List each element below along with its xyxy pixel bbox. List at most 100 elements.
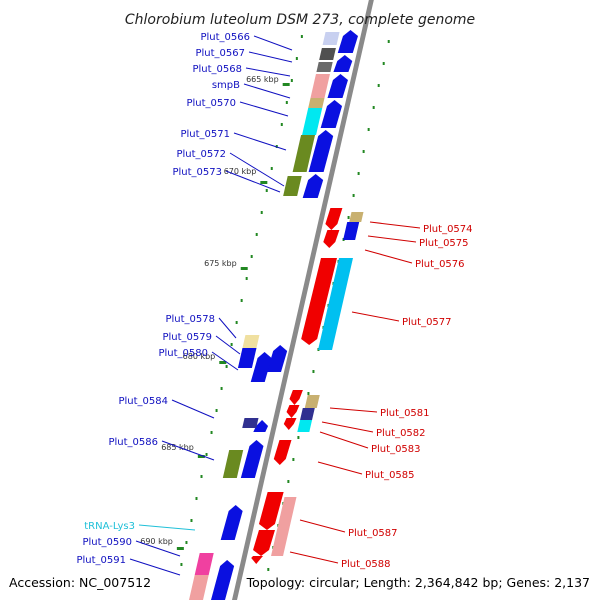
- ring-dot: [297, 436, 300, 439]
- leader-line: [321, 421, 374, 433]
- class-block-11: [222, 450, 244, 478]
- gene-label: Plut_0567: [195, 48, 245, 59]
- gene-label: Plut_0579: [162, 332, 212, 343]
- reverse-class-block-6: [276, 497, 297, 530]
- gene-label: Plut_0571: [180, 129, 230, 140]
- tick-mark: [240, 267, 248, 270]
- class-block-3: [310, 74, 330, 98]
- tick-label: 665 kbp: [246, 75, 279, 84]
- gene-label: Plut_0582: [376, 428, 426, 439]
- ring-dot: [347, 216, 350, 219]
- gene-label: Plut_0578: [165, 314, 215, 325]
- leader-line: [317, 461, 363, 475]
- ring-dot: [372, 106, 375, 109]
- ring-dot: [267, 568, 270, 571]
- leader-line: [369, 221, 421, 229]
- leader-line: [171, 399, 215, 419]
- leader-line: [129, 558, 181, 576]
- gene-label: Plut_0588: [341, 559, 391, 570]
- ring-dot: [300, 35, 303, 38]
- tick-layer: 665 kbp 670 kbp 675 kbp 680 kbp 685 kbp 690 k…: [140, 75, 290, 550]
- leader-line: [253, 35, 293, 51]
- ring-dot: [290, 79, 293, 82]
- ring-dot: [352, 194, 355, 197]
- ring-dot: [295, 57, 298, 60]
- ring-dot: [180, 563, 183, 566]
- gene-label: Plut_0568: [192, 64, 242, 75]
- reverse-cds-5: [283, 418, 297, 430]
- forward-cds-7: [250, 352, 272, 382]
- reverse-cds-8: [253, 530, 275, 556]
- leader-line: [364, 249, 413, 264]
- gene-label: Plut_0590: [82, 537, 132, 548]
- ring-dot: [287, 480, 290, 483]
- forward-cds-2: [327, 74, 348, 98]
- leader-line: [329, 407, 378, 413]
- ring-dot: [292, 458, 295, 461]
- ring-dot: [357, 172, 360, 175]
- ring-dot: [280, 123, 283, 126]
- gene-label: Plut_0580: [158, 348, 208, 359]
- reverse-class-block-5: [297, 420, 313, 432]
- ring-dot: [235, 321, 238, 324]
- tick-mark: [219, 361, 227, 364]
- feature-layer: [180, 0, 390, 600]
- reverse-cds-9: [251, 556, 264, 564]
- ring-dot: [190, 519, 193, 522]
- class-block-5: [302, 108, 323, 135]
- leader-line: [299, 519, 346, 533]
- reverse-class-block-0: [349, 212, 364, 222]
- gene-label: Plut_0570: [186, 98, 236, 109]
- gene-label: Plut_0575: [419, 238, 469, 249]
- leader-line: [138, 524, 196, 531]
- forward-cds-6: [267, 345, 288, 372]
- forward-cds-4: [308, 130, 334, 172]
- class-block-12: [194, 553, 214, 575]
- ring-dot: [312, 370, 315, 373]
- class-block-10: [242, 418, 259, 428]
- ring-dot: [382, 62, 385, 65]
- gene-label: Plut_0583: [371, 444, 421, 455]
- reverse-cds-0: [325, 208, 343, 230]
- ring-dot: [265, 189, 268, 192]
- gene-label: Plut_0585: [365, 470, 415, 481]
- class-block-4: [308, 98, 325, 108]
- ring-dot: [250, 255, 253, 258]
- reverse-cds-6: [273, 440, 292, 465]
- accession-text: Accession: NC_007512: [9, 575, 151, 590]
- leader-line: [233, 132, 287, 151]
- ring-dot: [285, 101, 288, 104]
- leader-line: [218, 317, 237, 339]
- gene-label: Plut_0566: [200, 32, 250, 43]
- label-layer: Plut_0566 Plut_0567 Plut_0568 smpB Plut_0570…: [76, 32, 473, 576]
- class-block-8: [242, 335, 260, 350]
- leader-line: [367, 235, 417, 243]
- leader-line: [351, 311, 400, 322]
- leader-line: [215, 335, 241, 355]
- reverse-class-block-3: [304, 395, 320, 408]
- tick-label: 670 kbp: [224, 167, 257, 176]
- reverse-class-block-1: [343, 222, 360, 240]
- ring-dot: [195, 497, 198, 500]
- gene-label: smpB: [212, 80, 240, 91]
- forward-cds-1: [333, 55, 353, 72]
- class-block-9: [237, 348, 257, 368]
- reverse-cds-1: [323, 230, 340, 248]
- leader-line: [135, 540, 181, 557]
- tick-label: 690 kbp: [140, 537, 173, 546]
- leader-line: [225, 170, 281, 193]
- gene-label: Plut_0572: [176, 149, 226, 160]
- reverse-class-block-4: [300, 408, 315, 420]
- leader-line: [243, 83, 291, 99]
- gene-label: Plut_0591: [76, 555, 126, 566]
- forward-cds-3: [320, 100, 343, 128]
- forward-cds-5: [302, 174, 324, 198]
- reverse-cds-2: [301, 258, 337, 345]
- leader-line: [239, 101, 289, 117]
- gene-label: Plut_0581: [380, 408, 430, 419]
- tick-mark: [282, 83, 290, 86]
- reverse-cds-3: [289, 390, 303, 405]
- ring-dot: [220, 387, 223, 390]
- leader-line: [245, 67, 291, 77]
- forward-cds-0: [337, 30, 358, 53]
